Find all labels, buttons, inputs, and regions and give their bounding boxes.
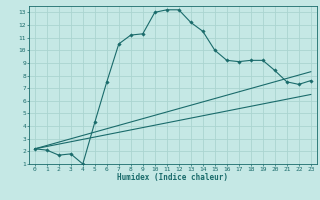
X-axis label: Humidex (Indice chaleur): Humidex (Indice chaleur) [117, 173, 228, 182]
